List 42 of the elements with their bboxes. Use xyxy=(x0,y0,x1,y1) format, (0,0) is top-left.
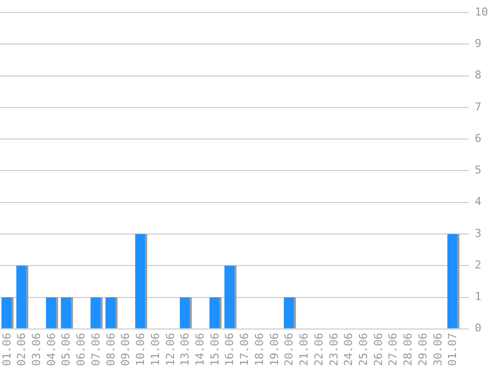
x-tick-label: 15.06 xyxy=(208,332,222,366)
y-tick-label: 8 xyxy=(474,68,482,82)
x-tick-label: 24.06 xyxy=(342,332,356,366)
x-tick-label: 04.06 xyxy=(44,332,58,366)
y-tick-label: 3 xyxy=(474,226,482,240)
x-tick-label: 30.06 xyxy=(431,332,444,366)
x-tick-label: 11.06 xyxy=(148,332,162,366)
x-tick-label: 20.06 xyxy=(282,332,296,366)
x-tick-label: 26.06 xyxy=(372,332,385,366)
y-tick-label: 5 xyxy=(474,164,482,177)
x-tick-label: 09.06 xyxy=(119,332,132,366)
y-tick-label: 0 xyxy=(474,322,482,335)
x-tick-label: 25.06 xyxy=(357,332,370,366)
x-tick-label: 22.06 xyxy=(312,332,326,366)
x-tick-label: 16.06 xyxy=(223,332,236,366)
x-tick-label: 28.06 xyxy=(402,332,415,366)
x-tick-label: 03.06 xyxy=(30,332,44,366)
x-tick-label: 02.06 xyxy=(15,332,28,366)
x-tick-label: 17.06 xyxy=(238,332,252,366)
y-tick-label: 7 xyxy=(474,100,482,114)
x-tick-label: 23.06 xyxy=(327,332,340,366)
x-tick-label: 05.06 xyxy=(60,332,73,366)
y-tick-label: 1 xyxy=(474,290,482,304)
y-tick-label: 4 xyxy=(474,195,482,208)
x-tick-label: 27.06 xyxy=(386,332,400,366)
x-tick-label: 19.06 xyxy=(268,332,281,366)
x-tick-label: 29.06 xyxy=(416,332,430,366)
x-tick-label: 01.07 xyxy=(446,332,460,366)
x-tick-label: 10.06 xyxy=(134,332,148,366)
x-tick-label: 07.06 xyxy=(89,332,102,366)
x-tick-label: 21.06 xyxy=(298,332,311,366)
y-tick-label: 9 xyxy=(474,37,482,50)
x-tick-label: 18.06 xyxy=(252,332,266,366)
x-tick-label: 13.06 xyxy=(178,332,192,366)
x-tick-label: 01.06 xyxy=(0,332,14,366)
x-tick-label: 14.06 xyxy=(194,332,207,366)
x-tick-label: 12.06 xyxy=(164,332,177,366)
y-tick-label: 6 xyxy=(474,132,482,145)
y-tick-label: 10 xyxy=(474,5,488,18)
x-tick-label: 08.06 xyxy=(104,332,118,366)
x-tick-label: 06.06 xyxy=(74,332,88,366)
y-tick-label: 2 xyxy=(474,258,482,272)
